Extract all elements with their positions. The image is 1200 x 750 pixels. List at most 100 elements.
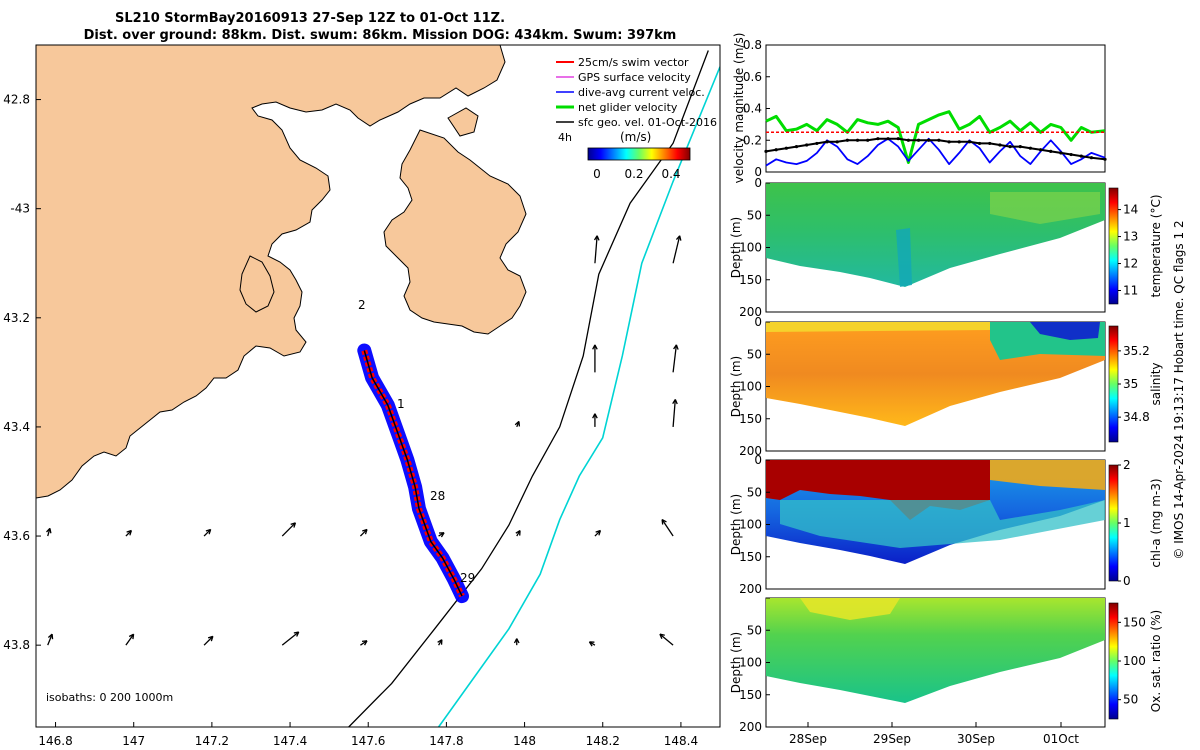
geo-vector-arrow (592, 413, 598, 427)
legend-gps-label: GPS surface velocity (578, 71, 691, 84)
chlorophyll-colorbar (1108, 464, 1119, 582)
colorbar-tick-label: 150 (1123, 615, 1146, 629)
map-x-tick-label: 148.4 (664, 734, 698, 748)
geo-vector-arrow (588, 641, 596, 647)
geo-vector-arrow (672, 235, 682, 264)
temperature-cblabel: temperature (°C) (1149, 195, 1163, 298)
map-x-tick-label: 147 (122, 734, 145, 748)
map-x-tick-label: 146.8 (38, 734, 72, 748)
salinity-ylabel: Depth (m) (729, 356, 743, 417)
velocity-geo-marker (1018, 145, 1022, 149)
salinity-cblabel: salinity (1149, 362, 1163, 405)
temperature-warm-patch (990, 192, 1100, 224)
geo-vector-arrow (125, 633, 135, 646)
salinity-fresh-core (1030, 322, 1100, 340)
legend-net-label: net glider velocity (578, 101, 678, 114)
colorbar-tick-label: 12 (1123, 257, 1138, 271)
velocity-geo-marker (794, 145, 799, 149)
velocity-geo-marker (896, 137, 900, 141)
colorbar-tick-label: 35.2 (1123, 344, 1150, 358)
isobath-200m (348, 50, 709, 727)
date-x-tick-label: 29Sep (873, 732, 911, 746)
legend-dac-label: dive-avg current veloc. (578, 86, 705, 99)
day-label-1: 1 (397, 397, 405, 411)
geo-vector-arrow (594, 529, 602, 537)
legend-duration-label: 4h (558, 131, 572, 144)
velocity-geo-marker (977, 141, 982, 146)
velocity-geo-marker (988, 141, 992, 146)
velocity-geo-marker (947, 140, 951, 144)
velocity-geo-marker (805, 143, 809, 147)
oxygen-ylabel: Depth (m) (729, 632, 743, 693)
chlorophyll-cblabel: chl-a (mg m-3) (1149, 478, 1163, 567)
map-panel: 2 1 28 29 isobaths: 0 200 1000m 25cm/s s… (3, 44, 721, 748)
date-x-tick-label: 01Oct (1043, 732, 1079, 746)
temperature-panel (765, 182, 1119, 313)
oxygen-section (766, 598, 1105, 703)
map-y-tick-label: -43 (10, 202, 30, 216)
chlorophyll-panel (765, 459, 1119, 590)
colorbar-tick-label: 100 (1123, 654, 1146, 668)
geo-vector-arrow (203, 528, 212, 537)
geo-vector-arrow (672, 344, 679, 373)
map-axes-frame (35, 44, 721, 728)
legend-geo-label: sfc geo. vel. 01-Oct-2016 (578, 116, 717, 129)
tasmania-mainland-coast (36, 45, 506, 499)
oxygen-cblabel: Ox. sat. ratio (%) (1149, 610, 1163, 712)
map-legend: 25cm/s swim vector GPS surface velocity … (556, 56, 717, 181)
velocity-geo-marker (906, 138, 910, 142)
velocity-geo-marker (1038, 148, 1043, 152)
geo-vector-arrow (281, 631, 300, 646)
velocity-series-net (765, 110, 1106, 164)
map-y-ticks: 42.8 -43 43.2 43.4 43.6 43.8 (3, 93, 41, 652)
section-y-tick-label: 150 (739, 688, 762, 702)
velocity-series-dac (765, 137, 1106, 167)
velocity-geo-marker (998, 143, 1002, 147)
section-y-tick-label: 50 (747, 485, 762, 499)
temperature-colorbar (1108, 187, 1119, 305)
section-y-tick-label: 50 (747, 347, 762, 361)
map-colorbar-title: (m/s) (620, 130, 651, 144)
velocity-geo-marker (825, 140, 829, 144)
section-y-tick-label: 150 (739, 550, 762, 564)
map-x-tick-label: 147.2 (195, 734, 229, 748)
geo-vector-arrow (672, 399, 678, 427)
colorbar-tick-label: 11 (1123, 284, 1138, 298)
section-y-tick-label: 200 (739, 720, 762, 734)
velocity-geo-marker (1059, 151, 1063, 155)
velocity-geo-marker (876, 137, 880, 141)
velocity-geo-marker (774, 148, 778, 152)
colorbar-tick-label: 14 (1123, 203, 1138, 217)
velocity-geo-marker (1028, 146, 1033, 150)
map-x-tick-label: 147.6 (351, 734, 385, 748)
isobath-1000m (437, 66, 720, 727)
temperature-cool-streak (896, 228, 912, 287)
date-x-tick-label: 28Sep (789, 732, 827, 746)
velocity-ylabel: velocity magnitude (m/s) (732, 33, 746, 184)
isobaths-caption: isobaths: 0 200 1000m (46, 691, 173, 704)
velocity-geo-marker (815, 141, 819, 146)
oxygen-colorbar (1108, 602, 1119, 720)
geo-vector-arrow (513, 638, 520, 646)
imos-credit-note: © IMOS 14-Apr-2024 19:13:17 Hobart time.… (1172, 220, 1186, 559)
colorbar-tick-label: 34.8 (1123, 410, 1150, 424)
map-x-tick-label: 147.4 (273, 734, 307, 748)
salinity-surface-yellow (766, 322, 990, 332)
geo-vector-arrow (281, 522, 297, 537)
chlorophyll-ylabel: Depth (m) (729, 494, 743, 555)
colorbar-tick-label: 1 (1123, 516, 1131, 530)
velocity-geo-marker (1008, 145, 1012, 149)
map-y-tick-label: 43.6 (3, 529, 30, 543)
map-colorbar-tick-1: 0.2 (624, 167, 643, 181)
section-y-tick-label: 100 (739, 241, 762, 255)
section-y-tick-label: 50 (747, 623, 762, 637)
oxygen-surface-high (800, 598, 900, 620)
velocity-geo-marker (784, 146, 788, 150)
date-x-tick-label: 30Sep (957, 732, 995, 746)
day-label-2: 2 (358, 298, 366, 312)
bruny-island-coast (239, 255, 275, 313)
geo-vector-arrow (659, 633, 674, 646)
velocity-series-geo (765, 137, 1106, 161)
velocity-geo-marker (855, 138, 860, 142)
map-y-tick-label: 42.8 (3, 93, 30, 107)
